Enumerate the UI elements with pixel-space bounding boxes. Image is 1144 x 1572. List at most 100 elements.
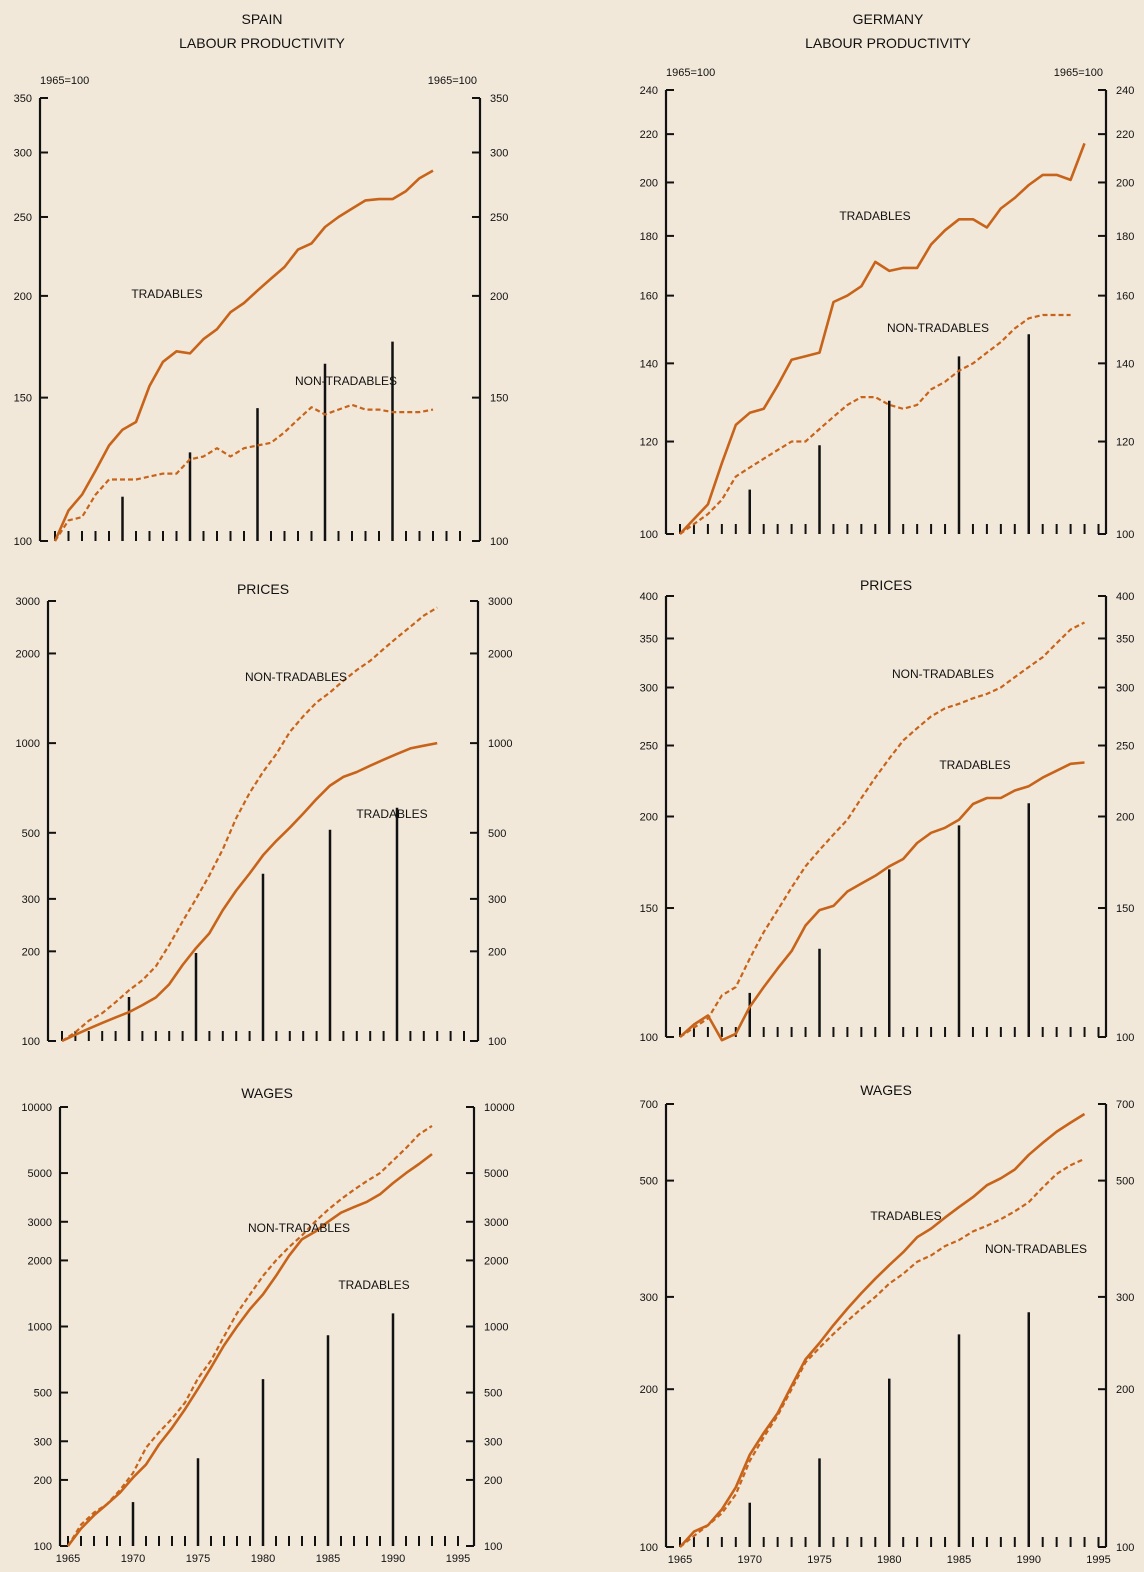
y-tick-label-left: 700 (640, 1099, 658, 1111)
series-line-non-tradables (679, 621, 1085, 1038)
y-tick-label-left: 100 (640, 1032, 658, 1044)
chart-panel-5: WAGES 100 100 200 200 300 300 500 500 1000 1000 200… (21, 1085, 514, 1565)
x-tick-label: 1985 (316, 1553, 340, 1565)
y-tick-label-right: 400 (1116, 591, 1134, 603)
y-tick-label-left: 120 (640, 437, 658, 449)
series-label: TRADABLES (356, 807, 427, 821)
y-tick-label-left: 10000 (21, 1102, 52, 1114)
y-tick-label-right: 350 (1116, 633, 1134, 645)
y-tick-label-right: 220 (1116, 129, 1134, 141)
y-tick-label-left: 350 (14, 93, 32, 105)
y-tick-label-left: 300 (34, 1436, 52, 1448)
y-tick-label-right: 100 (1116, 1542, 1134, 1554)
y-tick-label-left: 100 (640, 1542, 658, 1554)
chart-panel-6: WAGES 100 100 200 200 300 300 500 500 700 700 1965 1… (640, 1082, 1135, 1566)
x-tick-label: 1995 (446, 1553, 470, 1565)
series-line-non-tradables (679, 1157, 1085, 1548)
series-line-tradables (66, 1153, 433, 1547)
y-tick-label-right: 200 (484, 1475, 502, 1487)
y-tick-label-right: 250 (490, 212, 508, 224)
y-tick-label-left: 200 (640, 1384, 658, 1396)
series-line-non-tradables (54, 403, 434, 542)
y-tick-label-left: 100 (34, 1541, 52, 1553)
y-tick-label-right: 100 (484, 1541, 502, 1553)
series-label: NON-TRADABLES (892, 667, 994, 681)
series-line-tradables (679, 761, 1085, 1042)
series-label: TRADABLES (839, 209, 910, 223)
y-tick-label-left: 500 (34, 1388, 52, 1400)
panel-title: PRICES (860, 577, 912, 593)
y-tick-label-left: 5000 (28, 1168, 52, 1180)
chart-panel-3: PRICES 100 100 200 200 300 300 500 500 1000 1000 20… (16, 581, 513, 1048)
y-tick-label-right: 200 (1116, 177, 1134, 189)
y-tick-label-right: 300 (484, 1436, 502, 1448)
y-tick-label-left: 3000 (16, 596, 40, 608)
y-tick-label-right: 100 (1116, 529, 1134, 541)
y-tick-label-right: 150 (490, 393, 508, 405)
y-unit-left: 1965=100 (40, 75, 89, 87)
y-unit-left: 1965=100 (666, 67, 715, 79)
y-tick-label-right: 100 (1116, 1032, 1134, 1044)
germany-header-country: GERMANY (853, 11, 924, 27)
y-tick-label-left: 220 (640, 129, 658, 141)
y-tick-label-left: 3000 (28, 1217, 52, 1229)
y-tick-label-right: 160 (1116, 291, 1134, 303)
y-tick-label-left: 1000 (28, 1322, 52, 1334)
y-tick-label-left: 500 (640, 1176, 658, 1188)
x-tick-label: 1980 (251, 1553, 275, 1565)
y-tick-label-right: 2000 (484, 1255, 508, 1267)
x-tick-label: 1965 (668, 1554, 692, 1566)
series-label: TRADABLES (939, 758, 1010, 772)
y-tick-label-left: 300 (14, 148, 32, 160)
y-tick-label-left: 300 (22, 894, 40, 906)
x-tick-label: 1990 (381, 1553, 405, 1565)
y-tick-label-right: 300 (1116, 683, 1134, 695)
y-tick-label-right: 10000 (484, 1102, 515, 1114)
y-tick-label-left: 100 (640, 529, 658, 541)
y-tick-label-right: 250 (1116, 741, 1134, 753)
series-line-non-tradables (679, 313, 1071, 535)
x-tick-label: 1970 (738, 1554, 762, 1566)
series-label: NON-TRADABLES (245, 670, 347, 684)
x-tick-label: 1970 (121, 1553, 145, 1565)
x-tick-label: 1980 (877, 1554, 901, 1566)
y-tick-label-left: 100 (22, 1036, 40, 1048)
y-tick-label-right: 200 (488, 946, 506, 958)
y-tick-label-right: 3000 (484, 1217, 508, 1229)
y-tick-label-left: 350 (640, 633, 658, 645)
y-unit-right: 1965=100 (1054, 67, 1103, 79)
y-tick-label-left: 300 (640, 683, 658, 695)
series-line-tradables (61, 741, 438, 1043)
y-tick-label-right: 2000 (488, 648, 512, 660)
y-tick-label-left: 200 (640, 812, 658, 824)
y-tick-label-right: 1000 (484, 1322, 508, 1334)
y-tick-label-right: 180 (1116, 231, 1134, 243)
y-tick-label-left: 150 (14, 393, 32, 405)
y-tick-label-left: 300 (640, 1292, 658, 1304)
y-tick-label-right: 150 (1116, 903, 1134, 915)
germany-header-subtitle: LABOUR PRODUCTIVITY (805, 35, 971, 51)
x-tick-label: 1965 (56, 1553, 80, 1565)
series-label: NON-TRADABLES (295, 374, 397, 388)
y-tick-label-left: 150 (640, 903, 658, 915)
series-line-tradables (53, 169, 434, 542)
y-unit-right: 1965=100 (428, 75, 477, 87)
y-tick-label-right: 700 (1116, 1099, 1134, 1111)
y-tick-label-left: 2000 (16, 648, 40, 660)
y-tick-label-left: 500 (22, 828, 40, 840)
y-tick-label-right: 500 (488, 828, 506, 840)
y-tick-label-left: 140 (640, 358, 658, 370)
x-tick-label: 1990 (1017, 1554, 1041, 1566)
y-tick-label-left: 200 (34, 1475, 52, 1487)
y-tick-label-right: 500 (484, 1388, 502, 1400)
y-tick-label-left: 240 (640, 85, 658, 97)
y-tick-label-left: 2000 (28, 1255, 52, 1267)
y-tick-label-right: 140 (1116, 358, 1134, 370)
chart-panels: 100 100 150 150 200 200 250 250 300 300 350 350 1965… (14, 67, 1135, 1566)
y-tick-label-left: 1000 (16, 738, 40, 750)
y-tick-label-right: 300 (1116, 1292, 1134, 1304)
y-tick-label-right: 120 (1116, 437, 1134, 449)
y-tick-label-right: 3000 (488, 596, 512, 608)
x-tick-label: 1985 (947, 1554, 971, 1566)
